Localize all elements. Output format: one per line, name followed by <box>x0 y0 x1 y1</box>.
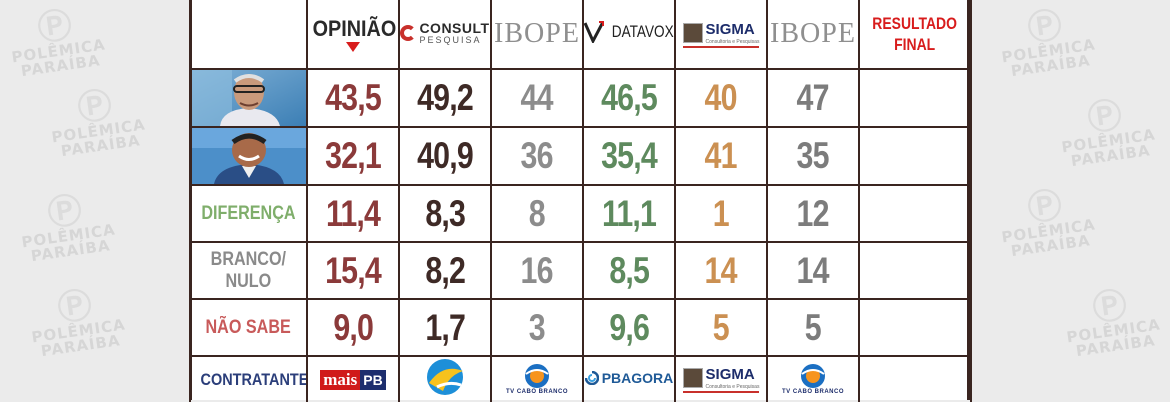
value-cell: 8,3 <box>398 184 492 243</box>
final-value-cell <box>858 68 972 128</box>
candidate-1-photo <box>192 71 305 125</box>
value-cell: 35,4 <box>582 126 676 186</box>
final-value-cell <box>858 126 972 186</box>
contratante-pbagora: PBAGORA <box>582 355 676 402</box>
candidate-1-cell <box>189 68 308 128</box>
watermark: Ⓟ POLÊMICA PARAÍBA <box>1000 4 1097 81</box>
value-cell: 5 <box>674 298 768 357</box>
value-cell: 40 <box>674 68 768 128</box>
sigma-logo: SIGMA Consultoria e Pesquisas <box>682 21 760 48</box>
datavox-logo: DATAVOX <box>585 20 673 43</box>
watermark: Ⓟ POLÊMICA PARAÍBA <box>1000 184 1097 261</box>
contratante-maispb: mais PB <box>306 355 400 402</box>
sigma-emblem-icon <box>682 368 703 388</box>
table-row: BRANCO/NULO 15,4 8,2 16 8,5 14 14 <box>189 241 972 300</box>
watermark: Ⓟ POLÊMICA PARAÍBA <box>1065 284 1162 361</box>
final-result-header: RESULTADO FINAL <box>858 0 972 70</box>
sigma-emblem-icon <box>682 22 703 43</box>
value-cell: 44 <box>490 68 584 128</box>
table-row: 43,5 49,2 44 46,5 40 47 <box>189 68 972 128</box>
final-value-cell <box>858 298 972 357</box>
contratante-tv-arapuan <box>398 355 492 402</box>
pollster-ibope: IBOPE <box>490 0 584 70</box>
value-cell: 12 <box>766 184 860 243</box>
value-cell: 5 <box>766 298 860 357</box>
watermark: Ⓟ POLÊMICA PARAÍBA <box>30 284 127 361</box>
value-cell: 1 <box>674 184 768 243</box>
row-label-diferenca: DIFERENÇA <box>189 184 308 243</box>
row-label-branco-nulo: BRANCO/NULO <box>189 241 308 300</box>
value-cell: 36 <box>490 126 584 186</box>
watermark: Ⓟ POLÊMICA PARAÍBA <box>10 4 107 81</box>
consult-logo: CONSULT PESQUISA <box>401 21 489 45</box>
value-cell: 40,9 <box>398 126 492 186</box>
value-cell: 49,2 <box>398 68 492 128</box>
value-cell: 8,2 <box>398 241 492 300</box>
contratante-row: CONTRATANTE mais PB TV CABO BRANCO PBAGOR… <box>189 355 972 402</box>
pbagora-swirl-icon <box>585 370 599 385</box>
ibope-logo: IBOPE <box>494 18 580 49</box>
datavox-v-icon <box>585 20 604 43</box>
value-cell: 16 <box>490 241 584 300</box>
value-cell: 15,4 <box>306 241 400 300</box>
value-cell: 1,7 <box>398 298 492 357</box>
value-cell: 11,4 <box>306 184 400 243</box>
value-cell: 43,5 <box>306 68 400 128</box>
row-label-contratante: CONTRATANTE <box>189 355 308 402</box>
sigma-logo: SIGMA Consultoria e Pesquisas <box>682 366 760 393</box>
value-cell: 47 <box>766 68 860 128</box>
pbagora-logo: PBAGORA <box>585 370 673 386</box>
row-label-nao-sabe: NÃO SABE <box>189 298 308 357</box>
pollster-datavox: DATAVOX <box>582 0 676 70</box>
final-value-cell <box>858 241 972 300</box>
pollster-opiniao: OPINIÃO <box>306 0 400 70</box>
table-row: DIFERENÇA 11,4 8,3 8 11,1 1 12 <box>189 184 972 243</box>
tv-cabo-branco-logo <box>801 364 825 388</box>
opiniao-logo: OPINIÃO <box>312 16 397 41</box>
contratante-sigma: SIGMA Consultoria e Pesquisas <box>674 355 768 402</box>
contratante-tv-cabo-branco: TV CABO BRANCO <box>490 355 584 402</box>
value-cell: 9,0 <box>306 298 400 357</box>
candidate-2-photo <box>192 129 305 183</box>
value-cell: 46,5 <box>582 68 676 128</box>
watermark: Ⓟ POLÊMICA PARAÍBA <box>1060 94 1157 171</box>
tv-arapuan-logo <box>427 359 463 395</box>
final-value-cell <box>858 355 972 402</box>
table-row: NÃO SABE 9,0 1,7 3 9,6 5 5 <box>189 298 972 357</box>
value-cell: 11,1 <box>582 184 676 243</box>
value-cell: 8 <box>490 184 584 243</box>
value-cell: 41 <box>674 126 768 186</box>
watermark: Ⓟ POLÊMICA PARAÍBA <box>50 84 147 161</box>
value-cell: 9,6 <box>582 298 676 357</box>
contratante-tv-cabo-branco-2: TV CABO BRANCO <box>766 355 860 402</box>
maispb-logo: mais PB <box>320 369 386 390</box>
value-cell: 35 <box>766 126 860 186</box>
value-cell: 32,1 <box>306 126 400 186</box>
pollster-consult: CONSULT PESQUISA <box>398 0 492 70</box>
pollster-ibope-2: IBOPE <box>766 0 860 70</box>
table-row: 32,1 40,9 36 35,4 41 35 <box>189 126 972 186</box>
watermark: Ⓟ POLÊMICA PARAÍBA <box>20 189 117 266</box>
candidate-2-cell <box>189 126 308 186</box>
value-cell: 14 <box>674 241 768 300</box>
final-value-cell <box>858 184 972 243</box>
value-cell: 8,5 <box>582 241 676 300</box>
header-row: OPINIÃO CONSULT PESQUISA IBOPE DATAVOX <box>189 0 972 70</box>
value-cell: 14 <box>766 241 860 300</box>
ibope-logo: IBOPE <box>770 18 856 49</box>
corner-cell <box>189 0 308 70</box>
poll-table: OPINIÃO CONSULT PESQUISA IBOPE DATAVOX <box>189 0 972 402</box>
pollster-sigma: SIGMA Consultoria e Pesquisas <box>674 0 768 70</box>
tv-cabo-branco-logo <box>525 364 549 388</box>
value-cell: 3 <box>490 298 584 357</box>
opiniao-check-icon <box>346 42 360 52</box>
